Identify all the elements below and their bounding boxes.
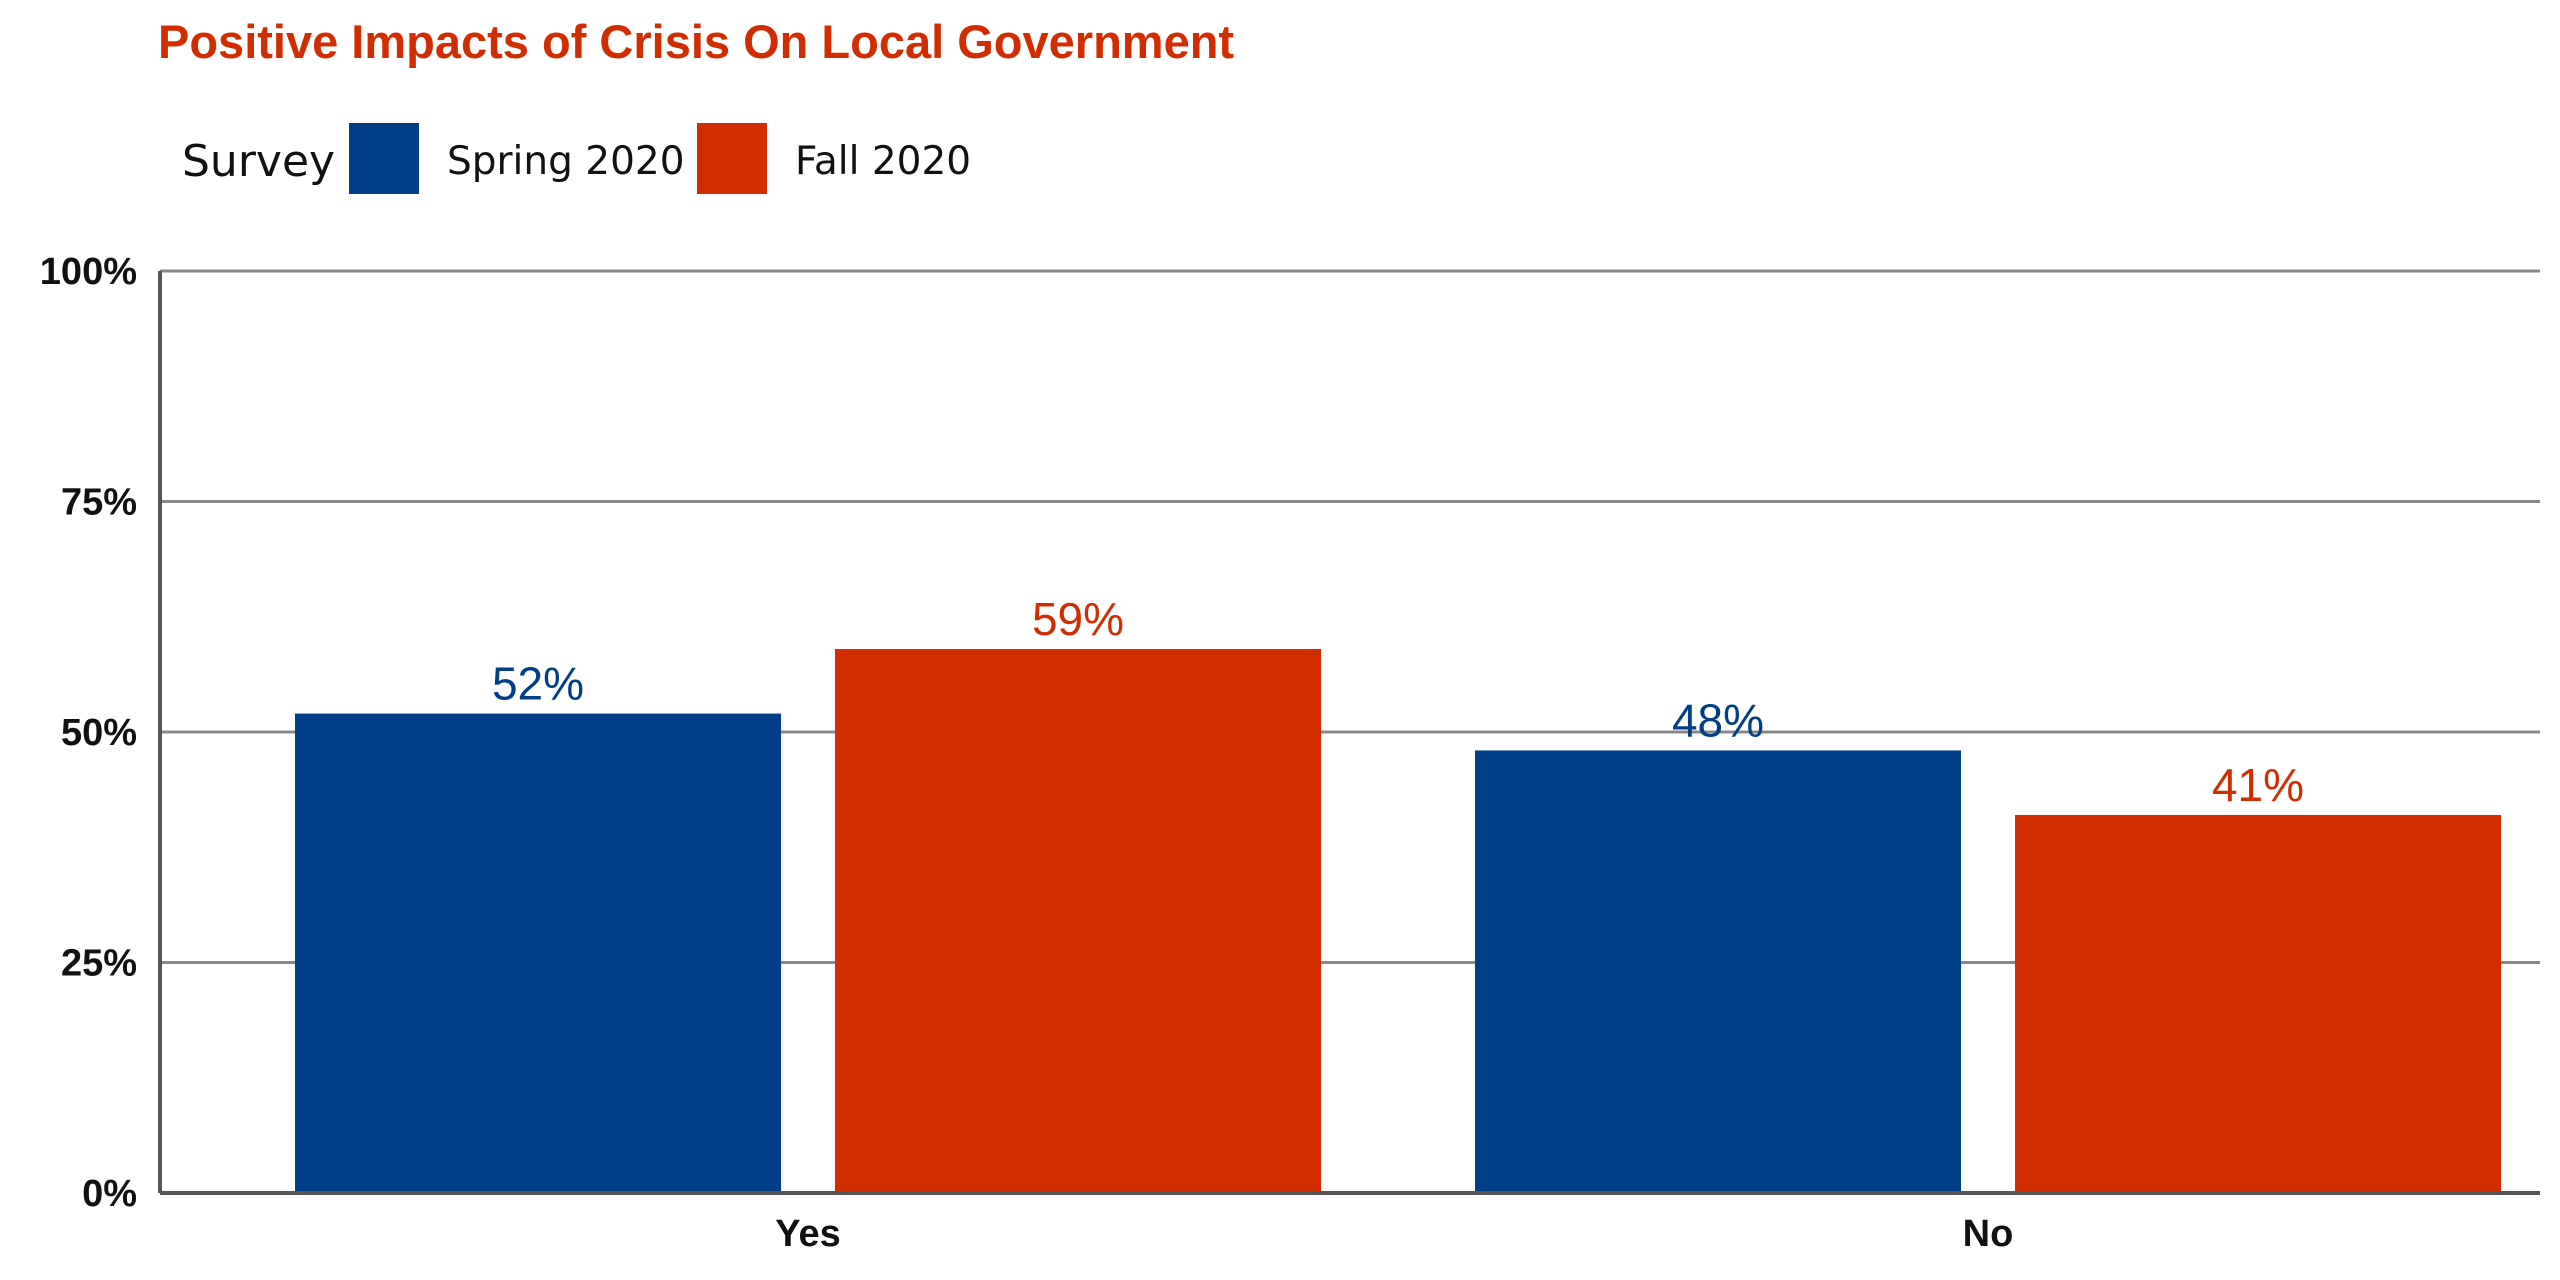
data-label: 59% [1032,593,1124,645]
bar-yes-spring-2020 [295,713,781,1193]
legend-label-fall-2020: Fall 2020 [795,139,971,184]
bars [295,649,2501,1193]
legend-swatch-spring-2020 [349,123,419,194]
data-label: 52% [492,658,584,710]
bar-yes-fall-2020 [835,649,1321,1193]
chart-title: Positive Impacts of Crisis On Local Gove… [158,15,1234,68]
legend: Survey Spring 2020 Fall 2020 [182,123,971,194]
bar-no-spring-2020 [1475,750,1961,1193]
legend-label-spring-2020: Spring 2020 [447,139,685,184]
axes [158,271,2540,1195]
legend-swatch-fall-2020 [697,123,767,194]
legend-title: Survey [182,136,335,187]
bar-no-fall-2020 [2015,814,2501,1193]
y-tick-label: 50% [61,712,137,754]
x-category-label: Yes [775,1213,841,1255]
y-tick-label: 0% [82,1173,137,1215]
y-tick-label: 75% [61,482,137,524]
y-tick-label: 25% [61,943,137,985]
data-label: 41% [2212,759,2304,811]
data-label: 48% [1672,694,1764,746]
data-labels: 52% 59% 48% 41% [492,593,2304,811]
y-axis-ticks: 0% 25% 50% 75% 100% [40,251,137,1215]
x-axis-categories: Yes No [775,1213,2013,1255]
x-category-label: No [1963,1213,2014,1255]
y-tick-label: 100% [40,251,137,293]
